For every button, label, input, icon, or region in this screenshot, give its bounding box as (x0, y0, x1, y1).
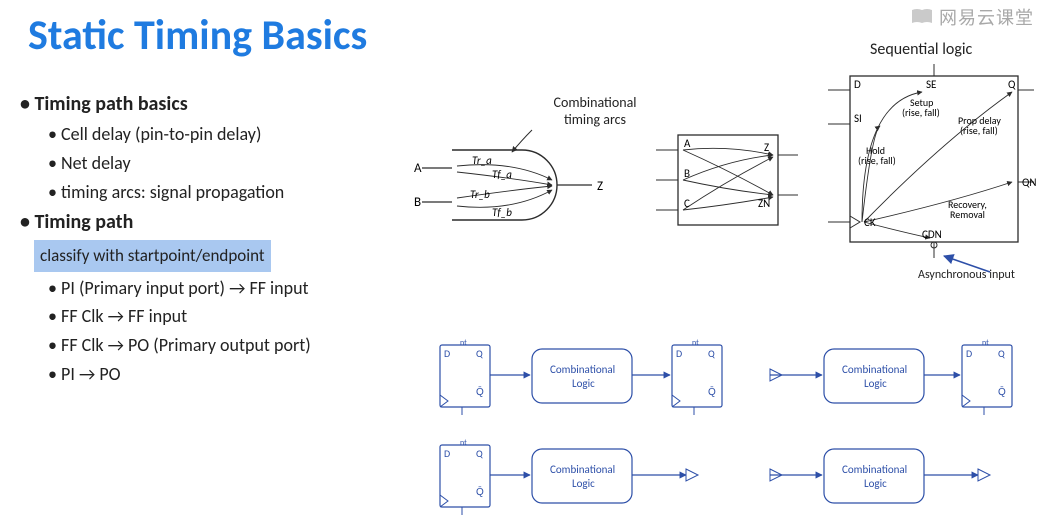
svg-text:Logic: Logic (864, 377, 887, 390)
svg-text:Combinational: Combinational (550, 363, 615, 376)
watermark: 网易云课堂 (911, 4, 1034, 30)
bullet-item: FF Clk → PO (Primary output port) (48, 331, 410, 360)
svg-text:D: D (966, 347, 972, 360)
svg-text:Tr_b: Tr_b (470, 188, 490, 201)
svg-text:D: D (444, 347, 450, 360)
svg-text:Logic: Logic (572, 477, 595, 490)
svg-text:B: B (684, 167, 690, 180)
svg-text:Q̄: Q̄ (476, 385, 484, 398)
svg-text:nt: nt (460, 338, 467, 348)
fig-path-row2: D Q Q̄ nt Combinational Logic Combinatio… (430, 435, 1030, 525)
highlighted-text: classify with startpoint/endpoint (34, 240, 271, 271)
svg-text:Q: Q (476, 447, 483, 460)
svg-text:SI: SI (854, 112, 862, 125)
svg-text:SE: SE (926, 78, 936, 91)
svg-text:Combinational: Combinational (550, 463, 615, 476)
ff-block: D Q Q̄ nt (440, 338, 490, 415)
svg-text:D: D (444, 447, 450, 460)
svg-text:Q: Q (476, 347, 483, 360)
svg-text:(rise, fall): (rise, fall) (960, 124, 998, 137)
svg-text:D: D (676, 347, 682, 360)
svg-text:nt: nt (460, 438, 467, 448)
svg-text:Logic: Logic (572, 377, 595, 390)
bullet-item: Net delay (48, 149, 410, 178)
svg-text:QN: QN (1022, 176, 1037, 189)
bullet-item: Cell delay (pin-to-pin delay) (48, 120, 410, 149)
fig-and-label: Combinational timing arcs (530, 94, 660, 128)
svg-text:Q̄: Q̄ (476, 485, 484, 498)
svg-text:Q̄: Q̄ (708, 385, 716, 398)
pin-A: A (414, 161, 422, 176)
svg-text:Q: Q (998, 347, 1005, 360)
svg-text:Tf_a: Tf_a (492, 168, 512, 181)
svg-text:Z: Z (764, 141, 769, 154)
bullet-item: PI → PO (48, 360, 410, 389)
book-icon (911, 8, 933, 26)
svg-text:ZN: ZN (758, 197, 770, 210)
svg-text:D: D (854, 78, 861, 91)
svg-text:Logic: Logic (864, 477, 887, 490)
bullet-item: FF Clk → FF input (48, 302, 410, 331)
pin-Z: Z (597, 179, 603, 194)
svg-text:CDN: CDN (922, 228, 942, 241)
watermark-text: 网易云课堂 (939, 4, 1034, 30)
fig-and-gate: Combinational timing arcs A B Z Tr_a Tf_… (412, 100, 632, 240)
fig-sequential: D SI SE CK CDN Q QN Setup (rise, fall) H… (822, 62, 1038, 282)
svg-text:Tr_a: Tr_a (472, 154, 492, 167)
svg-text:nt: nt (692, 338, 699, 348)
page-title: Static Timing Basics (28, 10, 367, 61)
bullet-section2: Timing path (20, 206, 410, 238)
svg-text:CK: CK (864, 216, 876, 229)
seq-title: Sequential logic (870, 40, 972, 59)
bullet-section1: Timing path basics (20, 88, 410, 120)
svg-text:Tf_b: Tf_b (492, 206, 512, 219)
svg-text:C: C (684, 197, 690, 210)
bullet-item: timing arcs: signal propagation (48, 178, 410, 207)
svg-text:Q̄: Q̄ (998, 385, 1006, 398)
svg-text:(rise, fall): (rise, fall) (858, 154, 896, 167)
fig-path-row1: D Q Q̄ nt Combinational Logic D Q Q̄ nt (430, 335, 1030, 425)
svg-text:Q: Q (1008, 78, 1016, 91)
svg-text:(rise, fall): (rise, fall) (902, 106, 940, 119)
svg-text:Combinational: Combinational (842, 463, 907, 476)
svg-text:Removal: Removal (950, 208, 985, 221)
svg-text:Q: Q (708, 347, 715, 360)
bullet-list: Timing path basics Cell delay (pin-to-pi… (20, 88, 410, 389)
bullet-item: PI (Primary input port) → FF input (48, 274, 410, 303)
svg-text:nt: nt (982, 338, 989, 348)
svg-text:Asynchronous input: Asynchronous input (918, 268, 1015, 282)
fig-box-arcs: A B C Z ZN (648, 125, 808, 245)
pin-B: B (414, 195, 421, 210)
svg-text:A: A (684, 137, 691, 150)
svg-text:Combinational: Combinational (842, 363, 907, 376)
